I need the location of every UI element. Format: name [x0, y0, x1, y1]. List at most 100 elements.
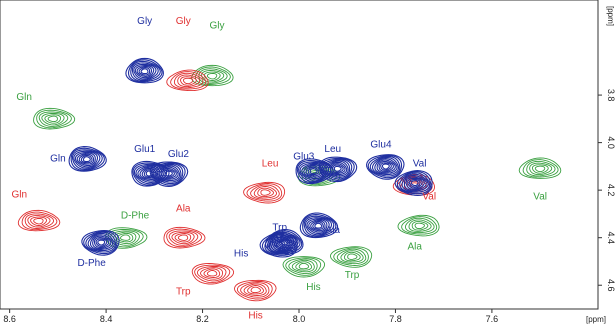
contour-line	[149, 161, 189, 187]
peak-label-blue-glu2: Glu2	[168, 149, 190, 160]
contour-line	[303, 215, 335, 237]
x-tick-label: 7.8	[389, 314, 402, 324]
contour-line	[323, 159, 351, 178]
contour-line	[174, 233, 192, 243]
peak-label-green-trp: Trp	[345, 270, 360, 281]
contour-line	[138, 67, 151, 76]
contour-line	[309, 168, 318, 175]
contour-line	[47, 115, 58, 123]
peak-label-green-val: Val	[533, 192, 547, 203]
peak-label-red-leu: Leu	[262, 158, 279, 169]
peak-green-val	[518, 157, 562, 179]
contour-line	[203, 71, 221, 81]
contour-line	[340, 250, 364, 263]
contour-line	[191, 263, 235, 285]
peak-blue-d-phe	[81, 230, 120, 256]
peak-label-green-d-phe: D-Phe	[121, 211, 150, 222]
contour-line	[250, 286, 261, 294]
peak-label-blue-glu4: Glu4	[370, 139, 392, 150]
contour-line	[327, 161, 348, 176]
contour-line	[260, 189, 271, 196]
y-tick-label: 3.8	[606, 89, 616, 102]
x-tick-label: 8.2	[196, 314, 209, 324]
contour-line	[394, 170, 433, 196]
contour-line	[531, 164, 549, 174]
contour-line	[97, 239, 106, 246]
contour-line	[305, 165, 322, 177]
peak-label-green-gln: Gln	[16, 92, 32, 103]
contour-line	[295, 261, 313, 271]
contour-line	[194, 264, 231, 284]
contour-line	[134, 64, 155, 79]
contour-line	[161, 167, 177, 179]
contour-line	[378, 160, 394, 172]
contour-line	[196, 265, 227, 282]
peak-blue-leu	[318, 156, 358, 183]
x-tick-label: 8.0	[293, 314, 306, 324]
contour-line	[236, 280, 273, 300]
x-tick-label: 8.4	[100, 314, 113, 324]
contour-line	[171, 231, 195, 245]
contour-line	[154, 164, 182, 183]
contour-line	[374, 158, 398, 174]
contour-line	[318, 156, 358, 183]
y-tick-label: 4.2	[606, 184, 616, 197]
contour-line	[343, 251, 361, 262]
contour-line	[405, 176, 425, 190]
contour-line	[271, 233, 299, 252]
contour-line	[518, 157, 562, 179]
contour-line	[131, 62, 159, 81]
contour-line	[38, 111, 69, 127]
peak-label-blue-his: His	[234, 249, 248, 260]
contour-line	[278, 238, 291, 247]
peak-label-blue-d-phe: D-Phe	[77, 258, 106, 269]
contour-line	[182, 77, 194, 85]
contour-line	[526, 160, 556, 177]
contour-line	[71, 149, 103, 170]
contour-line	[74, 151, 99, 168]
peak-red-trp	[191, 263, 235, 285]
contour-line	[336, 248, 367, 265]
contour-line	[159, 166, 179, 180]
peak-blue-trp	[264, 228, 304, 255]
peak-label-blue-val: Val	[413, 158, 427, 169]
contour-line	[291, 259, 315, 273]
contour-line	[83, 230, 118, 255]
contour-line	[312, 221, 324, 230]
contour-line	[408, 219, 432, 232]
contour-line	[163, 226, 206, 249]
contour-line	[376, 159, 396, 173]
contour-line	[310, 220, 326, 232]
contour-line	[17, 209, 61, 232]
contour-line	[396, 171, 432, 195]
y-tick-label: 4.6	[606, 279, 616, 292]
contour-line	[408, 179, 421, 188]
contour-line	[399, 172, 431, 193]
contour-line	[234, 279, 277, 302]
contour-line	[411, 221, 429, 231]
contour-line	[306, 218, 330, 235]
contour-line	[152, 163, 184, 185]
contour-line	[170, 71, 207, 90]
contour-line	[330, 163, 346, 174]
peak-red-his	[234, 279, 277, 302]
contour-line	[529, 162, 553, 176]
peak-green-ala	[397, 214, 440, 237]
contour-line	[203, 268, 221, 278]
contour-line	[133, 63, 157, 80]
contour-line	[164, 170, 173, 177]
peak-label-blue-leu: Leu	[324, 144, 341, 155]
peak-label-blue-trp: Trp	[272, 223, 287, 234]
contour-line	[85, 231, 117, 253]
peak-label-blue-glu1: Glu1	[134, 144, 156, 155]
peak-label-blue-ala: Ala	[326, 225, 341, 236]
contour-line	[21, 211, 58, 231]
peak-label-green-ala: Ala	[408, 242, 423, 253]
contour-line	[130, 60, 161, 82]
y-tick-label: 4.4	[606, 231, 616, 244]
contour-line	[246, 183, 283, 202]
contour-line	[325, 160, 349, 177]
contour-line	[407, 177, 423, 189]
contour-line	[73, 150, 101, 169]
peak-blue-gln	[68, 146, 107, 172]
